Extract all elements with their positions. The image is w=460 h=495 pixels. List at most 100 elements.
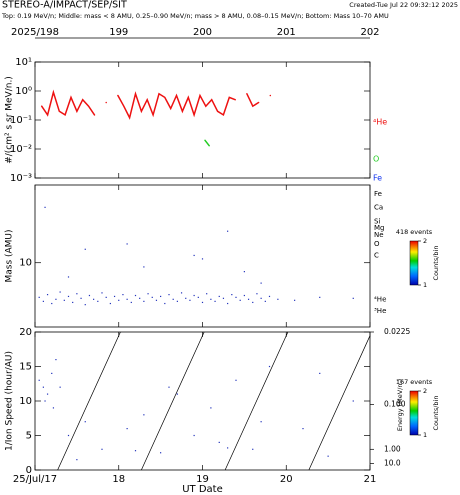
point [243,294,245,297]
y-tick-label: 10 [19,396,32,407]
x2-tick-label: 200 [193,27,212,38]
species-label: Ne [374,231,384,239]
point [197,296,199,298]
point [151,296,153,298]
point [105,296,107,298]
point [46,393,49,395]
point [134,450,137,452]
legend-label: ⁴He [373,118,387,127]
point [113,295,116,298]
point [55,298,57,300]
y-tick-label: 20 [19,327,32,338]
legend-label: O [373,155,379,164]
point [130,301,132,304]
x-tick-label: 20 [280,474,293,485]
colorbar-label: Counts/bin [432,246,440,281]
x2-tick-label: 199 [109,27,128,38]
colorbar [409,390,419,436]
point [67,434,70,437]
point [319,296,321,298]
point [180,292,183,294]
point [84,421,86,423]
colorbar-tick-label: 1 [423,431,427,439]
point [122,294,124,296]
x-tick-label: 19 [196,474,209,485]
point [51,302,53,305]
point [59,386,61,388]
point [143,414,145,416]
y-tick-label: 5 [26,431,32,442]
colorbar [409,240,419,286]
created: Created-Tue Jul 22 09:32:12 2025 [349,1,458,9]
point [168,294,170,296]
y-tick-label: 10⁻² [10,144,32,155]
point [97,300,99,302]
point [193,434,195,437]
series-line [204,139,210,147]
y2-tick-label: 10.0 [384,458,401,467]
dispersion-line [57,331,121,471]
plot-frame [34,331,371,471]
point [352,400,354,402]
species-label: Mg [374,224,384,232]
point [160,452,162,454]
point [268,295,271,298]
point [84,304,86,306]
species-label: Si [374,218,380,226]
point [227,230,229,232]
colorbar-title: 167 events [396,378,433,386]
species-label: C [374,251,379,259]
y2-axis-label: Energy (MeV/n.) [396,379,404,431]
point [139,297,141,299]
point [201,301,204,304]
point [193,254,195,257]
point [80,297,82,299]
point [222,297,225,299]
dispersion-line [308,335,371,471]
y-tick-label: 10 [19,258,32,269]
x2-tick-label: 202 [360,27,379,38]
y2-tick-label: 1.00 [384,444,401,453]
y-axis-label: 1/Ion Speed (hour/AU) [5,351,15,451]
point [176,300,178,302]
point [243,271,245,273]
y-axis-label: #/(cm² s sr MeV/n.) [5,76,15,164]
point [42,386,44,388]
point [63,299,65,301]
point [88,294,91,297]
point [168,386,170,388]
point [126,428,128,430]
point [277,298,279,300]
point [252,301,254,304]
point [352,297,354,299]
dispersion-line [224,331,289,471]
point [55,359,57,361]
point [268,365,271,368]
point [147,293,149,295]
point [231,294,233,296]
point [164,302,166,305]
dispersion-line [141,331,205,471]
series-line [40,89,96,117]
legend-label: Fe [373,174,382,183]
point [118,299,120,301]
point [302,428,304,430]
y-tick-label: 15 [19,362,32,373]
point [42,300,44,302]
point [189,299,191,301]
point [256,293,258,295]
x-tick-label: 21 [364,474,377,485]
x2-tick-label: 201 [277,27,296,38]
point [185,297,187,299]
point [319,372,321,374]
point [247,298,250,300]
colorbar-tick-label: 2 [423,387,427,395]
species-label: Ca [374,203,383,211]
plot-frame [34,61,371,179]
point [93,298,95,300]
point [51,372,53,374]
point [294,299,296,301]
point [227,302,229,305]
subtitle: Top: 0.19 MeV/n; Middle: mass < 8 AMU, 0… [1,12,389,20]
